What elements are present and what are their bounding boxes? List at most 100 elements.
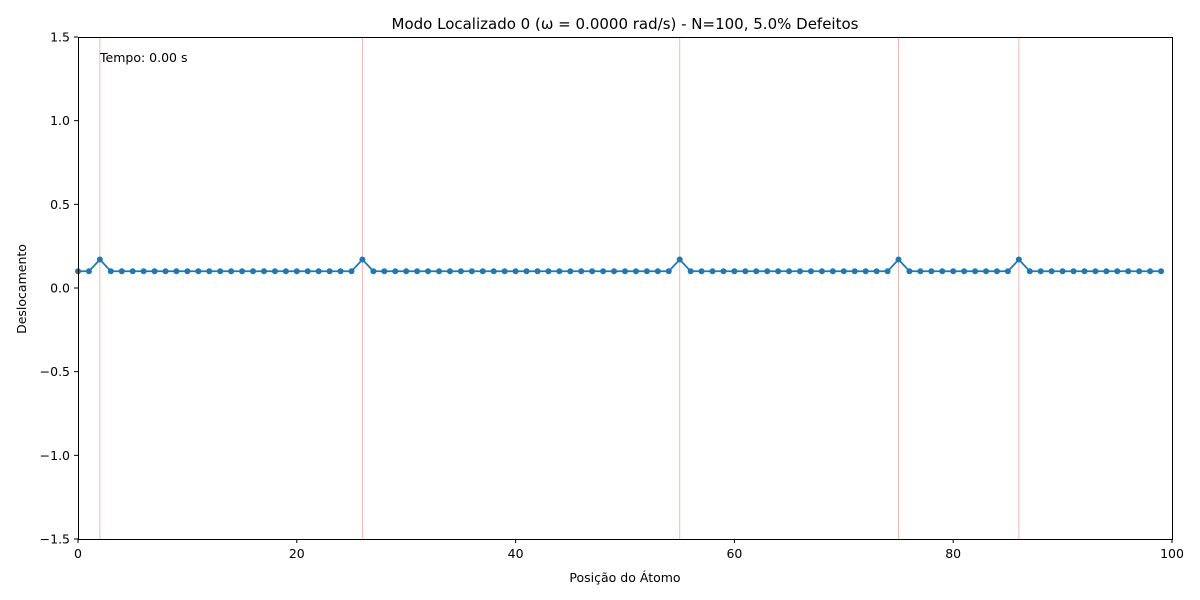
data-point-97 <box>1136 268 1143 275</box>
plot-frame <box>78 37 1173 540</box>
data-point-50 <box>622 268 628 275</box>
data-point-78 <box>928 268 935 275</box>
data-point-2 <box>96 256 103 263</box>
data-point-55 <box>676 256 683 263</box>
data-point-51 <box>632 268 639 275</box>
data-point-98 <box>1147 268 1154 275</box>
data-point-11 <box>195 268 202 275</box>
data-point-94 <box>1103 268 1110 275</box>
series-layer <box>75 256 1165 275</box>
data-point-85 <box>1004 268 1011 275</box>
data-point-41 <box>523 268 530 275</box>
x-tick-label-5: 100 <box>1160 546 1184 561</box>
data-point-66 <box>797 268 804 275</box>
data-point-40 <box>512 268 519 275</box>
data-point-13 <box>217 268 224 275</box>
data-point-10 <box>184 268 191 275</box>
data-point-26 <box>359 256 366 263</box>
y-tick-label-1: −1.0 <box>40 448 70 463</box>
data-point-15 <box>239 268 246 275</box>
data-point-58 <box>709 268 716 275</box>
data-point-90 <box>1059 268 1066 275</box>
data-point-99 <box>1158 268 1165 275</box>
data-point-30 <box>403 268 410 275</box>
data-point-74 <box>884 268 891 275</box>
data-point-35 <box>457 268 464 275</box>
data-point-57 <box>698 268 705 275</box>
data-point-80 <box>950 268 957 275</box>
data-point-45 <box>567 268 574 275</box>
defect-lines <box>99 37 1020 539</box>
data-point-52 <box>643 268 650 275</box>
data-point-39 <box>501 268 508 275</box>
data-point-44 <box>556 268 563 275</box>
time-annotation: Tempo: 0.00 s <box>99 50 187 65</box>
data-point-25 <box>348 268 355 275</box>
data-point-77 <box>917 268 924 275</box>
data-point-73 <box>873 268 880 275</box>
data-point-64 <box>775 268 782 275</box>
data-point-6 <box>140 268 147 275</box>
y-axis: −1.5 −1.0 −0.5 0.0 0.5 1.0 1.5 <box>40 30 78 547</box>
data-point-79 <box>939 268 946 275</box>
data-point-89 <box>1048 268 1055 275</box>
data-point-37 <box>479 268 486 275</box>
data-point-91 <box>1070 268 1077 275</box>
data-point-28 <box>381 268 388 275</box>
y-axis-label: Deslocamento <box>14 244 29 334</box>
data-point-5 <box>129 268 136 275</box>
data-point-83 <box>983 268 990 275</box>
data-point-86 <box>1015 256 1022 263</box>
data-point-72 <box>862 268 869 275</box>
data-point-49 <box>611 268 618 275</box>
y-tick-label-3: 0.0 <box>50 281 70 296</box>
data-point-84 <box>993 268 1000 275</box>
data-point-23 <box>326 268 333 275</box>
data-point-81 <box>961 268 968 275</box>
x-tick-label-0: 0 <box>74 546 82 561</box>
data-point-27 <box>370 268 377 275</box>
data-point-82 <box>972 268 979 275</box>
data-point-32 <box>425 268 432 275</box>
data-point-1 <box>85 268 92 275</box>
data-point-71 <box>851 268 858 275</box>
x-tick-label-2: 40 <box>508 546 524 561</box>
data-point-21 <box>304 268 311 275</box>
data-point-48 <box>600 268 607 275</box>
data-point-92 <box>1081 268 1088 275</box>
data-point-3 <box>107 268 114 275</box>
data-point-68 <box>818 268 825 275</box>
data-point-53 <box>654 268 661 275</box>
data-point-22 <box>315 268 322 275</box>
x-tick-label-3: 60 <box>726 546 742 561</box>
data-point-16 <box>250 268 257 275</box>
series-line-0 <box>78 258 1162 273</box>
data-point-47 <box>589 268 596 275</box>
data-point-61 <box>742 268 749 275</box>
data-point-42 <box>534 268 541 275</box>
data-point-95 <box>1114 268 1121 275</box>
data-point-12 <box>206 268 213 275</box>
data-point-4 <box>118 268 125 275</box>
y-tick-label-5: 1.0 <box>50 113 70 128</box>
x-axis-label: Posição do Átomo <box>569 570 680 585</box>
data-point-31 <box>414 268 421 275</box>
data-point-67 <box>807 268 814 275</box>
data-point-36 <box>468 268 475 275</box>
data-point-43 <box>545 268 552 275</box>
x-tick-label-1: 20 <box>289 546 305 561</box>
data-point-56 <box>687 268 694 275</box>
x-tick-label-4: 80 <box>945 546 961 561</box>
data-point-38 <box>490 268 497 275</box>
data-point-33 <box>436 268 443 275</box>
data-point-20 <box>293 268 300 275</box>
data-point-24 <box>337 268 344 275</box>
data-point-34 <box>446 268 453 275</box>
data-point-54 <box>665 268 672 275</box>
data-point-75 <box>895 256 902 263</box>
data-point-63 <box>764 268 771 275</box>
data-point-93 <box>1092 268 1099 275</box>
data-point-60 <box>731 268 738 275</box>
